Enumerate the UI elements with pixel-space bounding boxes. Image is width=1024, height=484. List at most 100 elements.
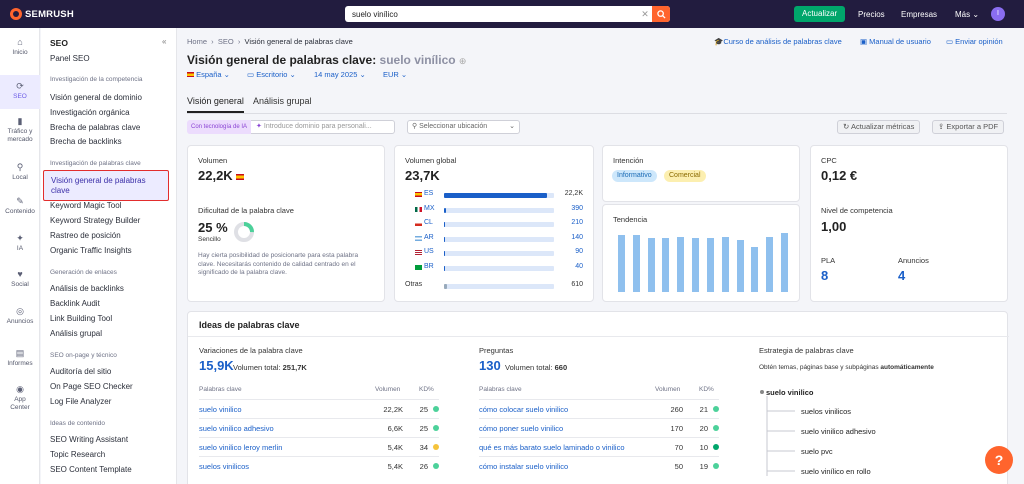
table-row[interactable]: suelo vinilico adhesivo 6,6K 25 <box>199 418 439 437</box>
menu-item[interactable]: Topic Research <box>50 450 106 459</box>
companies-link[interactable]: Empresas <box>901 10 938 19</box>
country-row[interactable]: US 90 <box>395 248 583 258</box>
trend-bar[interactable] <box>751 246 759 292</box>
tab-overview[interactable]: Visión general <box>187 96 244 113</box>
add-icon[interactable]: ⊕ <box>458 56 467 66</box>
tree-item[interactable]: suelo vinilico adhesivo <box>801 427 876 436</box>
nav-app-center[interactable]: ◉ App Center <box>10 384 30 411</box>
ads-value[interactable]: 4 <box>898 268 906 283</box>
table-row[interactable]: suelo vinilico leroy merlin 5,4K 34 <box>199 437 439 456</box>
country-select[interactable]: España ⌄ <box>187 70 230 79</box>
collapse-icon[interactable]: « <box>162 37 167 46</box>
upgrade-button[interactable]: Actualizar <box>794 6 846 22</box>
table-row[interactable]: qué es más barato suelo laminado o vinil… <box>479 437 719 456</box>
export-pdf-button[interactable]: ⇪ Exportar a PDF <box>932 120 1005 134</box>
feedback-link[interactable]: ▭ Enviar opinión <box>946 37 1003 46</box>
trend-bar[interactable] <box>736 240 744 292</box>
date-select[interactable]: 14 may 2025 ⌄ <box>314 70 366 79</box>
questions-count[interactable]: 130 <box>479 358 501 373</box>
menu-item[interactable]: Análisis de backlinks <box>50 284 124 293</box>
trend-bar[interactable] <box>618 235 625 292</box>
nav-ai[interactable]: ✦ IA <box>16 233 24 252</box>
user-avatar[interactable]: I <box>991 7 1005 21</box>
kd-dot <box>713 444 719 450</box>
trend-bar[interactable] <box>721 236 729 292</box>
menu-item[interactable]: SEO Content Template <box>50 465 132 474</box>
semrush-logo[interactable]: SEMRUSH <box>10 8 74 20</box>
menu-item[interactable]: Keyword Strategy Builder <box>50 216 141 225</box>
menu-item[interactable]: Keyword Magic Tool <box>50 201 122 210</box>
trend-bar[interactable] <box>677 236 685 292</box>
menu-item-selected[interactable]: Visión general de palabras clave <box>43 170 169 201</box>
pin-icon: ⚲ <box>16 162 24 172</box>
tab-group-analysis[interactable]: Análisis grupal <box>253 96 312 106</box>
variations-table: Palabras clave Volumen KD% suelo vinilic… <box>199 386 439 484</box>
location-select[interactable]: ⚲ Seleccionar ubicación ⌄ <box>407 120 520 134</box>
volume-share-fill <box>444 251 445 256</box>
nav-reports[interactable]: ▤ Informes <box>7 348 33 367</box>
search-button[interactable] <box>652 6 670 22</box>
manual-link[interactable]: ▣ Manual de usuario <box>860 37 931 46</box>
tree-root[interactable]: suelo vinilico <box>766 388 814 397</box>
trend-bar[interactable] <box>781 233 788 292</box>
nav-social[interactable]: ♥ Social <box>11 269 29 288</box>
breadcrumb-seo[interactable]: SEO <box>217 37 234 46</box>
table-row[interactable]: suelos vinilicos 5,4K 26 <box>199 456 439 475</box>
nav-home[interactable]: ⌂ Inicio <box>12 37 28 56</box>
menu-item[interactable]: Investigación orgánica <box>50 108 130 117</box>
nav-local[interactable]: ⚲ Local <box>12 162 28 181</box>
prices-link[interactable]: Precios <box>858 10 885 19</box>
menu-item[interactable]: Organic Traffic Insights <box>50 246 132 255</box>
menu-item[interactable]: Link Building Tool <box>50 314 113 323</box>
country-row[interactable]: BR 40 <box>395 263 583 273</box>
table-row[interactable]: cómo poner suelo vinilico 170 20 <box>479 418 719 437</box>
trend-bar[interactable] <box>766 236 774 292</box>
nav-content[interactable]: ✎ Contenido <box>5 196 35 215</box>
keyword-search-box[interactable]: suelo vinílico ✕ <box>345 6 670 22</box>
menu-item[interactable]: Brecha de backlinks <box>50 137 122 146</box>
country-row[interactable]: CL 210 <box>395 219 583 229</box>
currency-select[interactable]: EUR ⌄ <box>383 70 408 79</box>
menu-item[interactable]: Backlink Audit <box>50 299 100 308</box>
help-button[interactable]: ? <box>985 446 1013 474</box>
tree-item[interactable]: suelo vinílico en rollo <box>801 467 871 476</box>
ai-domain-input[interactable]: ✦ Introduce dominio para personali... <box>251 120 396 134</box>
trend-bar[interactable] <box>662 237 670 292</box>
course-link[interactable]: 🎓Curso de análisis de palabras clave <box>714 37 842 46</box>
menu-item[interactable]: Análisis grupal <box>50 329 103 338</box>
table-row[interactable]: cómo instalar suelo vinilico 50 19 <box>479 456 719 475</box>
breadcrumb-home[interactable]: Home <box>187 37 208 46</box>
clear-icon[interactable]: ✕ <box>641 8 649 19</box>
menu-item[interactable]: Rastreo de posición <box>50 231 121 240</box>
menu-item[interactable]: Brecha de palabras clave <box>50 123 141 132</box>
tree-item[interactable]: suelo pvc <box>801 447 833 456</box>
trend-bar[interactable] <box>692 237 700 292</box>
flag-icon <box>415 250 422 255</box>
pla-value[interactable]: 8 <box>821 268 829 283</box>
country-row[interactable]: MX 390 <box>395 205 583 215</box>
nav-ads[interactable]: ◎ Anuncios <box>6 306 34 325</box>
tree-item[interactable]: suelos vinilicos <box>801 407 852 416</box>
menu-item[interactable]: Auditoría del sitio <box>50 367 112 376</box>
menu-item[interactable]: On Page SEO Checker <box>50 382 133 391</box>
variations-count[interactable]: 15,9K <box>199 358 234 373</box>
country-row[interactable]: ES 22,2K <box>395 190 583 200</box>
trend-bar[interactable] <box>706 237 714 292</box>
country-row[interactable]: AR 140 <box>395 234 583 244</box>
nav-traffic[interactable]: ▮ Tráfico y mercado <box>7 116 33 143</box>
nav-seo[interactable]: ⟳ SEO <box>0 75 40 109</box>
trend-bar[interactable] <box>632 235 640 292</box>
trend-bar[interactable] <box>647 237 655 292</box>
menu-item[interactable]: SEO Writing Assistant <box>50 435 129 444</box>
more-menu[interactable]: Más ⌄ <box>955 10 980 19</box>
search-input[interactable]: suelo vinílico <box>352 9 398 19</box>
menu-seo-dashboard[interactable]: Panel SEO <box>50 54 90 63</box>
table-row[interactable]: cómo colocar suelo vinilico 260 21 <box>479 399 719 418</box>
volume-share-bar <box>444 236 554 242</box>
menu-item[interactable]: Visión general de dominio <box>50 93 142 102</box>
volume-share-bar <box>444 222 554 227</box>
menu-item[interactable]: Log File Analyzer <box>50 397 112 406</box>
update-metrics-button[interactable]: ↻ Actualizar métricas <box>837 120 921 134</box>
device-select[interactable]: ▭ Escritorio ⌄ <box>247 70 296 79</box>
table-row[interactable]: suelo vinilico 22,2K 25 <box>199 399 439 418</box>
